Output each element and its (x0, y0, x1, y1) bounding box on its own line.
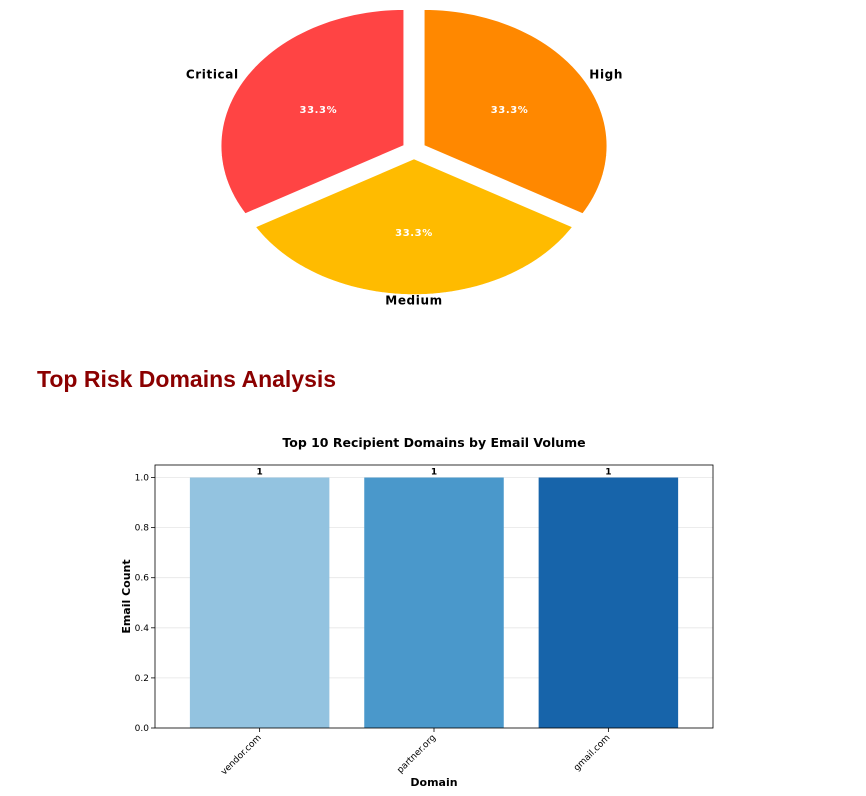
y-tick-label: 1.0 (135, 474, 150, 484)
x-tick-label-gmail-com: gmail.com (572, 733, 612, 773)
pie-slice-medium (253, 157, 575, 297)
pie-label-critical: Critical (186, 68, 239, 82)
bar-chart-title: Top 10 Recipient Domains by Email Volume (282, 435, 585, 450)
recipient-domains-bar-chart: Top 10 Recipient Domains by Email Volume… (0, 420, 866, 796)
y-tick-label: 0.0 (135, 724, 150, 734)
pie-slice-high (422, 7, 609, 216)
bar-chart-svg: Top 10 Recipient Domains by Email Volume… (120, 435, 714, 789)
y-tick-label: 0.6 (135, 574, 150, 584)
pie-slice-critical (219, 7, 406, 216)
x-tick-label-vendor-com: vendor.com (219, 733, 263, 777)
section-title: Top Risk Domains Analysis (37, 366, 337, 392)
bar-vendor-com (189, 477, 330, 728)
y-tick-label: 0.4 (135, 624, 150, 634)
bar-value-label-gmail-com: 1 (605, 468, 611, 478)
y-tick-label: 0.8 (135, 524, 150, 534)
bar-value-label-vendor-com: 1 (256, 468, 262, 478)
y-axis-label: Email Count (120, 559, 133, 633)
plot-area-frame (154, 464, 714, 729)
pie-percent-high: 33.3% (491, 105, 529, 116)
risk-level-pie-chart: Critical 33.3% Medium 33.3% High 33.3% (0, 0, 866, 320)
x-tick-label-partner-org: partner.org (396, 733, 439, 776)
y-tick-label: 0.2 (135, 674, 149, 684)
pie-label-high: High (589, 68, 623, 82)
x-axis-label: Domain (410, 776, 457, 789)
bar-gmail-com (538, 477, 679, 728)
pie-chart-svg: Critical 33.3% Medium 33.3% High 33.3% (186, 7, 623, 308)
pie-percent-medium: 33.3% (395, 228, 433, 239)
pie-label-medium: Medium (385, 294, 442, 308)
bar-value-label-partner-org: 1 (431, 468, 437, 478)
pie-percent-critical: 33.3% (300, 105, 338, 116)
bar-partner-org (364, 477, 504, 728)
